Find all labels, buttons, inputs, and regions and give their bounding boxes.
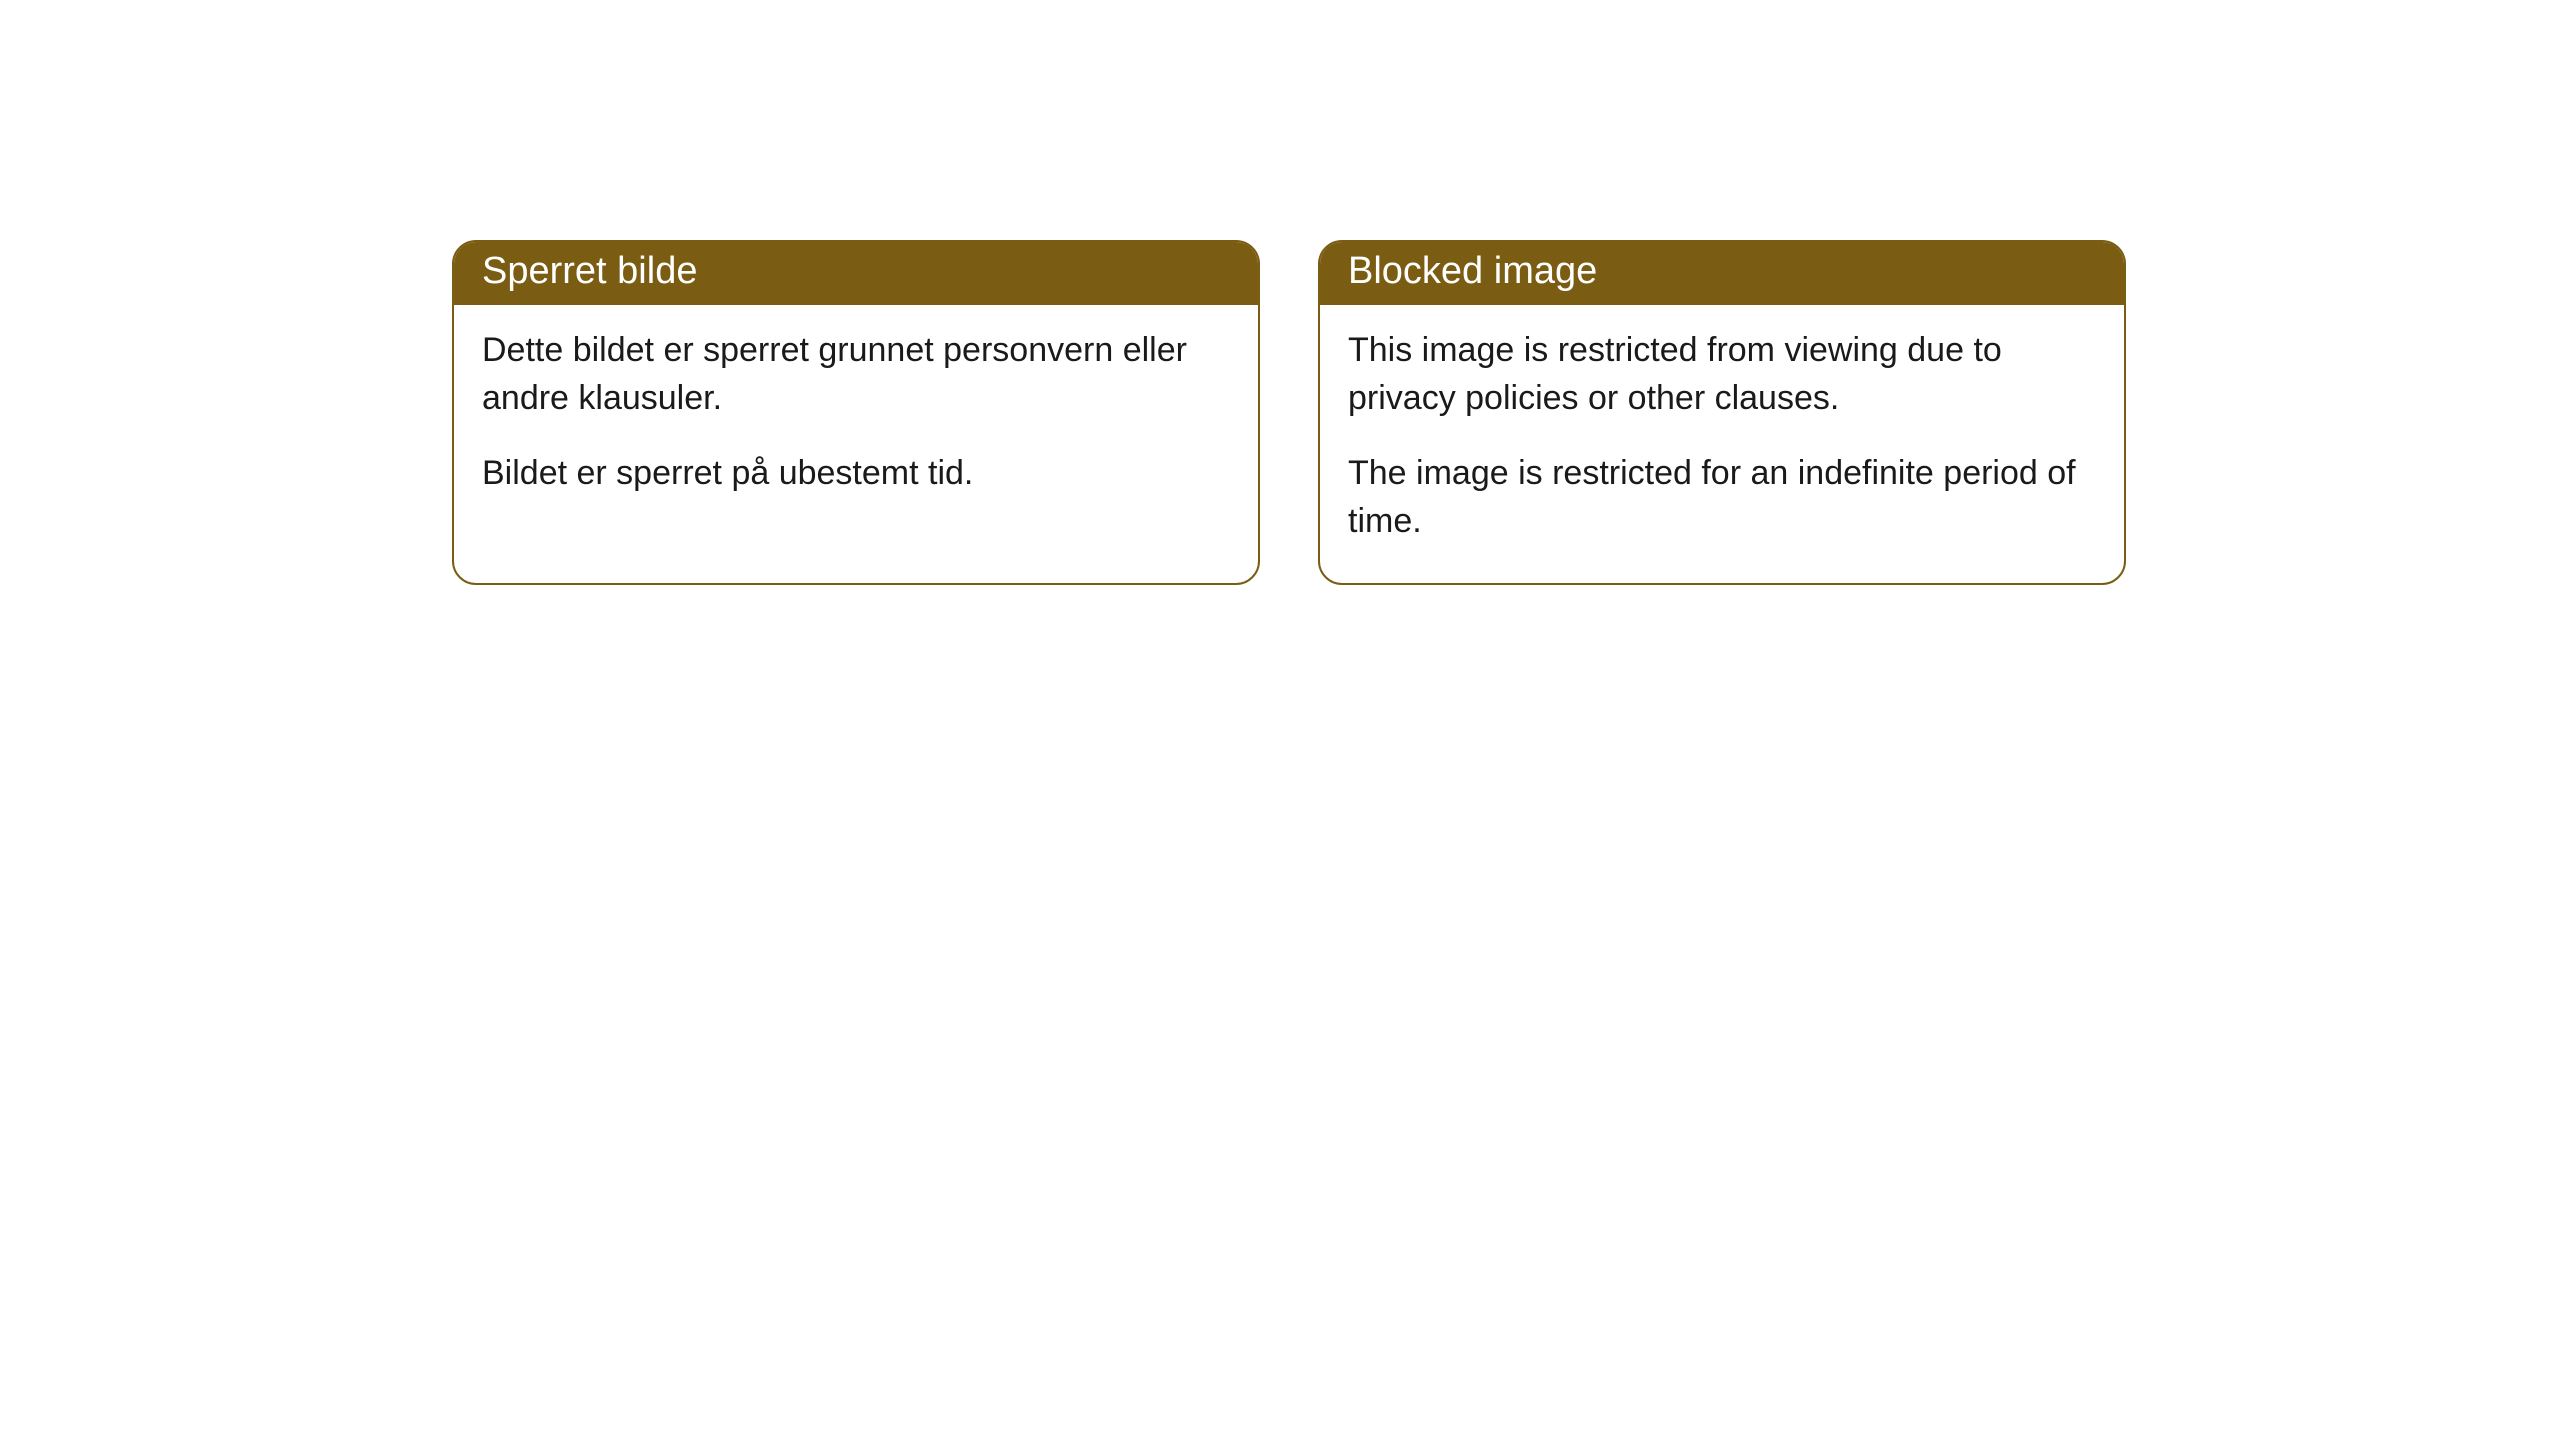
cards-container: Sperret bilde Dette bildet er sperret gr… — [452, 240, 2126, 585]
card-english: Blocked image This image is restricted f… — [1318, 240, 2126, 585]
card-header-english: Blocked image — [1320, 242, 2124, 305]
card-text-norwegian-2: Bildet er sperret på ubestemt tid. — [482, 450, 1230, 498]
card-norwegian: Sperret bilde Dette bildet er sperret gr… — [452, 240, 1260, 585]
card-text-english-1: This image is restricted from viewing du… — [1348, 327, 2096, 422]
card-body-norwegian: Dette bildet er sperret grunnet personve… — [454, 305, 1258, 536]
card-text-english-2: The image is restricted for an indefinit… — [1348, 450, 2096, 545]
card-header-norwegian: Sperret bilde — [454, 242, 1258, 305]
card-text-norwegian-1: Dette bildet er sperret grunnet personve… — [482, 327, 1230, 422]
card-body-english: This image is restricted from viewing du… — [1320, 305, 2124, 583]
